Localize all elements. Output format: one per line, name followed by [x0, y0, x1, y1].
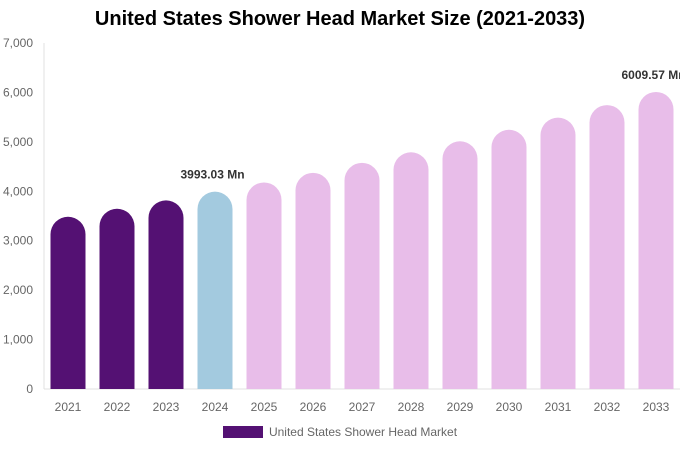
bar-2024	[197, 191, 233, 389]
x-tick-label: 2022	[104, 400, 131, 414]
y-tick-label: 2,000	[3, 283, 33, 297]
bar-2025	[246, 182, 282, 389]
bar-2021	[50, 216, 86, 389]
x-tick-label: 2033	[643, 400, 670, 414]
y-tick-label: 7,000	[3, 36, 33, 50]
x-tick-label: 2030	[496, 400, 523, 414]
bar-2026	[295, 172, 331, 389]
legend: United States Shower Head Market	[0, 425, 680, 439]
bar-2022	[99, 208, 135, 389]
y-tick-label: 5,000	[3, 135, 33, 149]
x-tick-label: 2032	[594, 400, 621, 414]
y-tick-label: 6,000	[3, 85, 33, 99]
bar-2023	[148, 200, 184, 389]
x-tick-label: 2029	[447, 400, 474, 414]
bar-2033	[638, 91, 674, 390]
y-tick-label: 4,000	[3, 184, 33, 198]
x-tick-label: 2024	[202, 400, 229, 414]
legend-swatch	[222, 426, 263, 438]
bar-2028	[393, 152, 429, 389]
x-tick-label: 2031	[545, 400, 572, 414]
data-label: 6009.57 Mn	[622, 68, 680, 82]
bar-2031	[540, 117, 576, 389]
x-tick-label: 2025	[251, 400, 278, 414]
x-tick-label: 2021	[55, 400, 82, 414]
bar-2027	[344, 162, 380, 389]
chart-title: United States Shower Head Market Size (2…	[94, 8, 586, 30]
x-tick-label: 2028	[398, 400, 425, 414]
y-tick-label: 0	[26, 382, 33, 396]
x-tick-label: 2027	[349, 400, 376, 414]
legend-label: United States Shower Head Market	[268, 425, 458, 439]
x-tick-label: 2026	[300, 400, 327, 414]
bar-2030	[491, 129, 527, 390]
x-tick-label: 2023	[153, 400, 180, 414]
data-label: 3993.03 Mn	[181, 168, 245, 182]
y-tick-label: 1,000	[3, 333, 33, 347]
bar-2032	[589, 105, 625, 390]
y-tick-label: 3,000	[3, 234, 33, 248]
bar-2029	[442, 141, 478, 389]
